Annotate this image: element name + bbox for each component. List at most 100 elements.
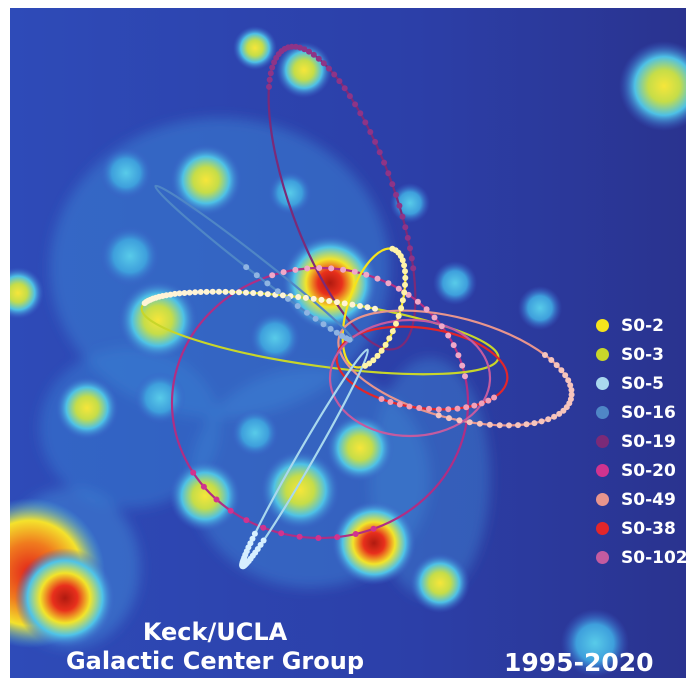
orbit-measurement-dot xyxy=(462,373,468,380)
legend-item: S0-19 xyxy=(596,427,686,456)
orbit-measurement-dot xyxy=(367,129,374,135)
orbit-measurement-dot xyxy=(426,405,432,412)
orbit-measurement-dot xyxy=(340,266,347,273)
orbit-measurement-dot xyxy=(328,265,335,272)
orbit-measurement-dot xyxy=(339,333,346,339)
orbit-measurement-dot xyxy=(186,289,193,296)
orbit-measurement-dot xyxy=(558,367,565,374)
orbit-measurement-dot xyxy=(260,524,267,531)
orbit-measurement-dot xyxy=(279,292,286,299)
orbit-measurement-dot xyxy=(463,404,470,411)
orbit-measurement-dot xyxy=(243,289,249,296)
orbit-measurement-dot xyxy=(401,262,408,269)
orbit-measurement-dot xyxy=(402,268,408,275)
orbit-measurement-dot xyxy=(378,347,385,354)
orbit-measurement-dot xyxy=(404,234,411,241)
orbit-measurement-dot xyxy=(318,296,325,303)
orbit-measurement-dot xyxy=(341,300,348,307)
orbit-measurement-dot xyxy=(253,272,260,279)
orbit-measurement-dot xyxy=(396,401,403,408)
orbit-measurement-dot xyxy=(476,420,483,427)
orbit-measurement-dot xyxy=(266,76,273,83)
orbit-measurement-dot xyxy=(491,394,498,401)
orbit-measurement-dot xyxy=(197,289,204,295)
orbit-measurement-dot xyxy=(399,213,406,220)
orbit-measurement-dot xyxy=(326,65,332,72)
orbit-measurement-dot xyxy=(334,534,341,541)
year-range: 1995-2020 xyxy=(504,648,654,677)
orbit-measurement-dot xyxy=(296,533,303,540)
orbit-measurement-dot xyxy=(556,410,563,417)
orbit-measurement-dot xyxy=(362,119,369,126)
orbit-measurement-dot xyxy=(292,266,299,273)
orbit-measurement-dot xyxy=(229,289,236,296)
orbit-measurement-dot xyxy=(267,70,274,77)
orbit-measurement-dot xyxy=(506,422,512,429)
orbit-measurement-dot xyxy=(568,391,575,398)
orbit-measurement-dot xyxy=(496,422,503,429)
orbit-measurement-dot xyxy=(389,181,396,188)
orbit-measurement-dot xyxy=(395,313,402,319)
orbit-measurement-dot xyxy=(435,406,442,413)
orbit-measurement-dot xyxy=(316,265,323,271)
orbit-measurement-dot xyxy=(565,377,572,384)
orbit-measurement-dot xyxy=(405,291,412,298)
orbit-measurement-dot xyxy=(341,85,348,92)
legend-item: S0-2 xyxy=(596,311,686,340)
orbit-measurement-dot xyxy=(349,301,356,308)
orbit-measurement-dot xyxy=(346,93,353,100)
credit-text: Keck/UCLA Galactic Center Group xyxy=(50,618,380,676)
orbit-measurement-dot xyxy=(333,329,340,336)
orbit-measurement-dot xyxy=(560,407,567,414)
credit-line-2: Galactic Center Group xyxy=(65,647,365,675)
orbit-measurement-dot xyxy=(542,352,548,358)
orbit-measurement-dot xyxy=(567,382,574,389)
orbit-measurement-dot xyxy=(372,305,378,312)
orbit-measurement-dot xyxy=(393,191,399,198)
orbit-measurement-dot xyxy=(455,352,462,359)
orbit-measurement-dot xyxy=(414,298,421,305)
orbit-measurement-dot xyxy=(386,335,393,342)
orbit-measurement-dot xyxy=(407,245,413,252)
orbit-measurement-dot xyxy=(399,257,406,264)
legend-item: S0-20 xyxy=(596,456,686,485)
legend-label: S0-49 xyxy=(621,489,676,510)
legend-label: S0-5 xyxy=(621,373,664,394)
legend-swatch xyxy=(596,551,609,564)
orbit-measurement-dot xyxy=(352,531,359,537)
orbit-measurement-dot xyxy=(459,362,466,369)
orbit-measurement-dot xyxy=(331,71,338,78)
orbit-measurement-dot xyxy=(385,170,392,177)
orbit-measurement-dot xyxy=(402,224,409,231)
orbit-measurement-dot xyxy=(551,413,558,420)
legend-item: S0-16 xyxy=(596,398,686,427)
star-orbits-field xyxy=(10,8,686,678)
orbit-measurement-dot xyxy=(410,265,417,272)
legend-label: S0-19 xyxy=(621,431,676,452)
orbit-measurement-dot xyxy=(312,315,319,322)
orbit-measurement-dot xyxy=(523,421,530,428)
orbit-measurement-dot xyxy=(336,78,343,85)
orbit-measurement-dot xyxy=(301,46,308,53)
orbit-measurement-dot xyxy=(370,357,377,364)
legend-item: S0-102 xyxy=(596,543,686,572)
orbit-measurement-dot xyxy=(304,309,310,316)
orbit-measurement-dot xyxy=(227,507,234,514)
orbit-measurement-dot xyxy=(176,290,183,297)
orbit-measurement-dot xyxy=(171,290,178,297)
orbit-measurement-dot xyxy=(446,415,452,422)
orbit-measurement-dot xyxy=(423,306,430,313)
orbit-measurement-dot xyxy=(264,291,271,298)
legend-label: S0-3 xyxy=(621,344,664,365)
orbit-measurement-dot xyxy=(381,159,388,166)
orbit-measurement-dot xyxy=(213,496,220,503)
credit-line-1: Keck/UCLA xyxy=(142,618,288,646)
legend-swatch xyxy=(596,377,609,390)
orbit-measurement-dot xyxy=(257,290,264,297)
orbit-measurement-dot xyxy=(216,288,222,295)
legend-swatch xyxy=(596,493,609,506)
orbit-measurement-dot xyxy=(378,396,385,402)
orbit-measurement-dot xyxy=(372,138,379,145)
legend-swatch xyxy=(596,464,609,477)
orbit-measurement-dot xyxy=(357,303,363,309)
